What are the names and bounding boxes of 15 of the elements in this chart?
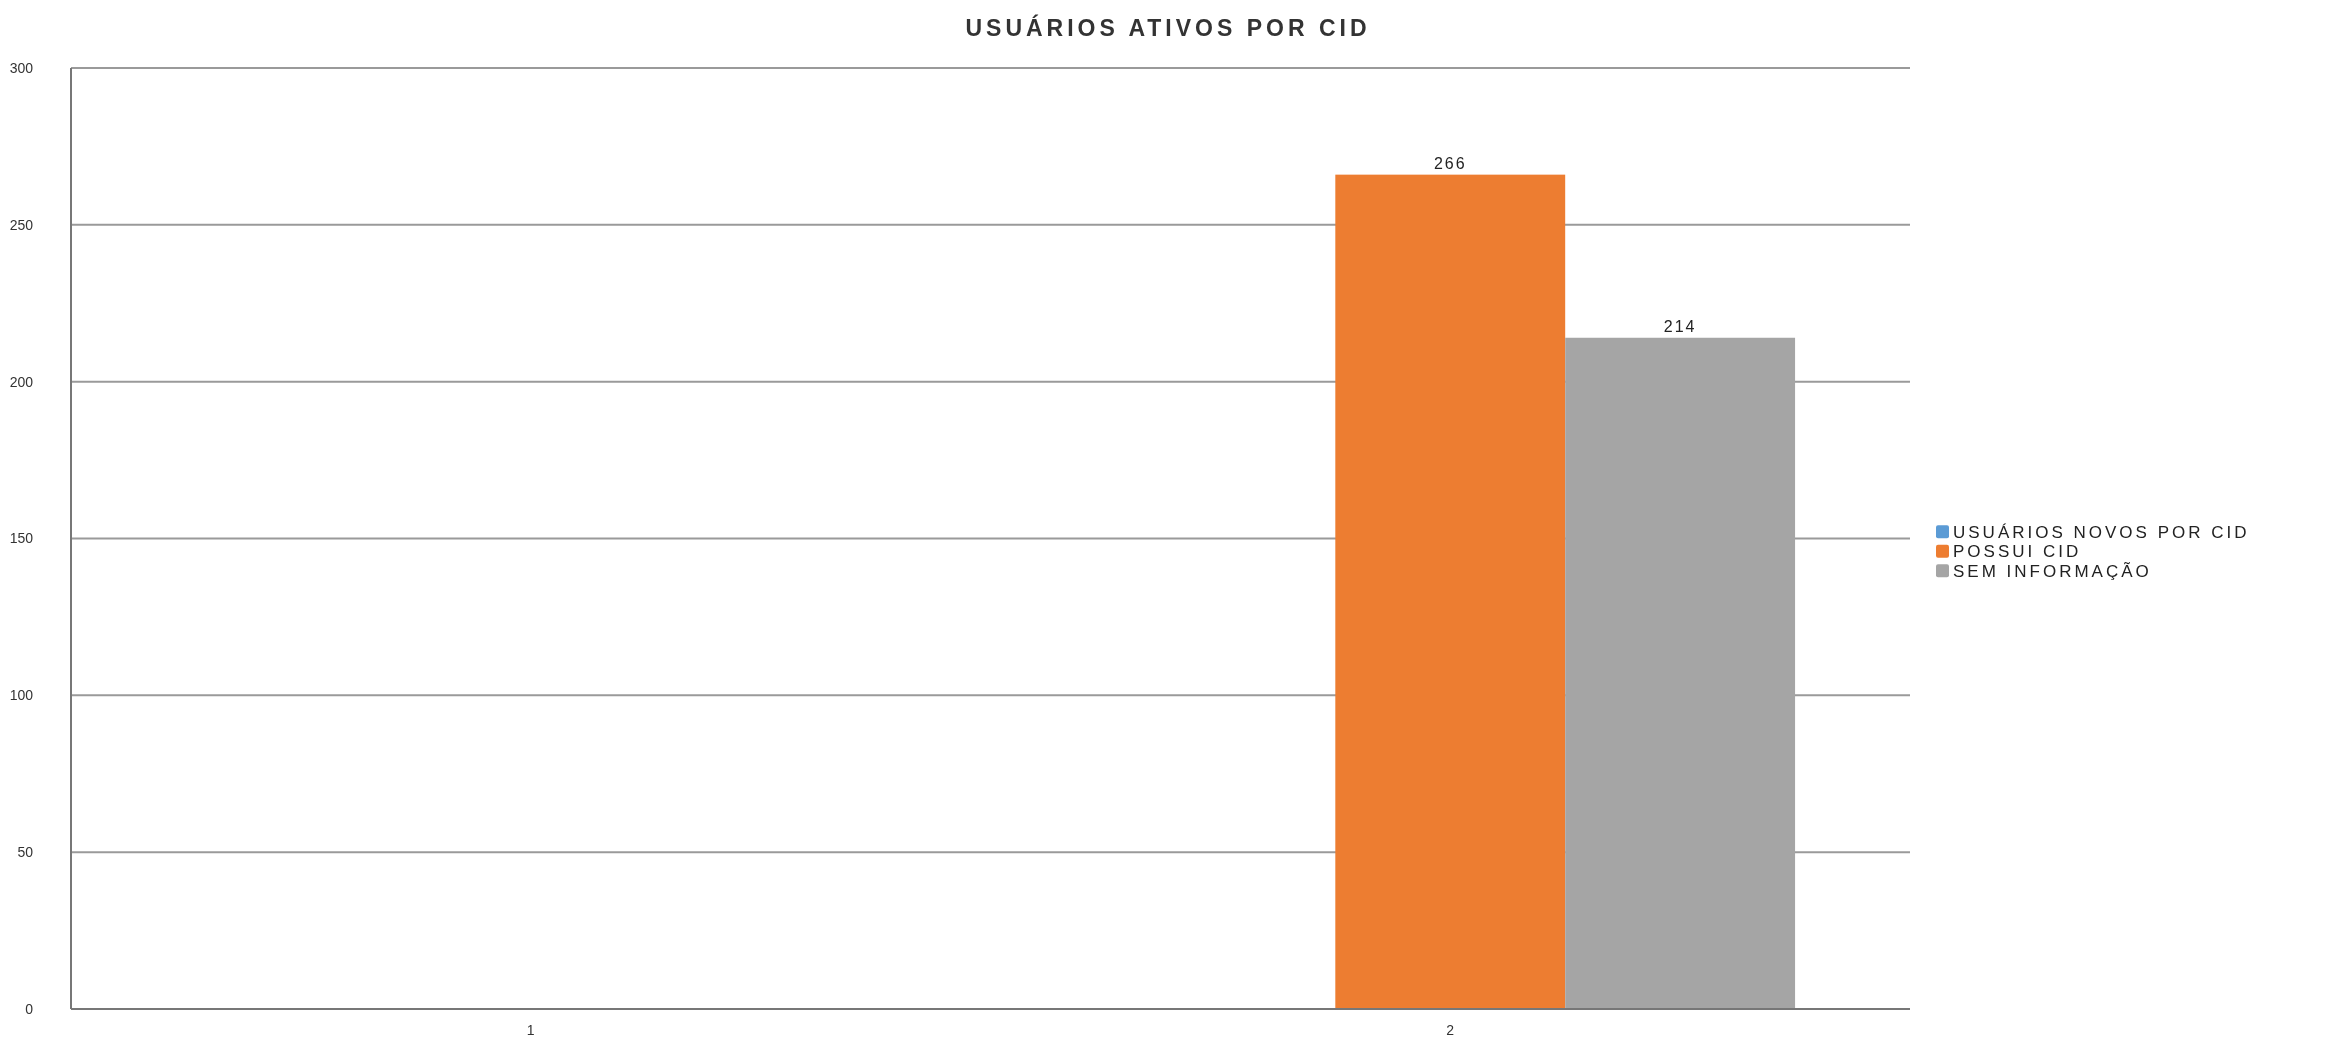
y-tick-label: 0 — [25, 1000, 34, 1017]
legend-label: USUÁRIOS NOVOS POR CID — [1953, 522, 2250, 542]
y-tick-label: 100 — [9, 687, 34, 704]
y-tick-label: 150 — [9, 530, 34, 547]
x-tick-label: 2 — [1446, 1022, 1455, 1038]
y-tick-label: 50 — [17, 844, 34, 861]
data-label: 214 — [1663, 317, 1697, 335]
legend-label: POSSUI CID — [1953, 542, 2082, 562]
legend-label: SEM INFORMAÇÃO — [1953, 561, 2152, 581]
y-tick-label: 200 — [9, 373, 34, 390]
x-tick-label: 1 — [526, 1022, 535, 1038]
y-tick-label: 300 — [9, 59, 34, 76]
y-tick-label: 250 — [9, 216, 34, 233]
chart-title: USUÁRIOS ATIVOS POR CID — [965, 14, 1371, 41]
data-label: 266 — [1433, 154, 1467, 172]
